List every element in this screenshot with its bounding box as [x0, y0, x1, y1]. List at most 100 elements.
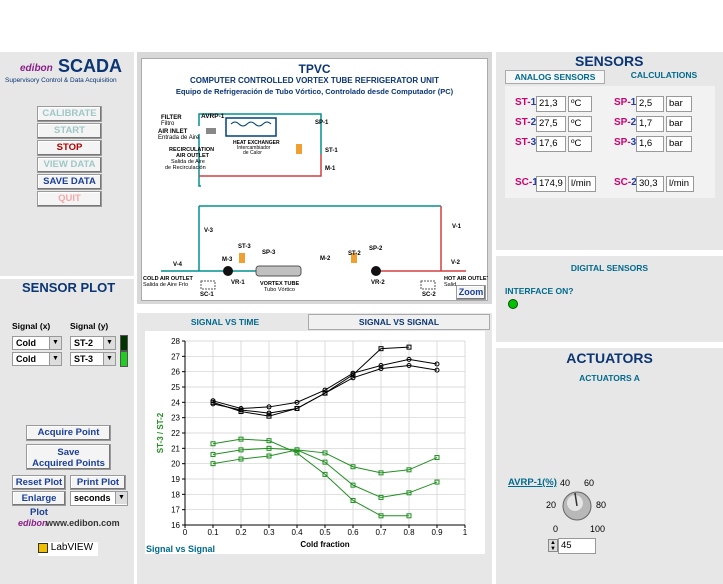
y-tick-label: 24 [171, 398, 180, 407]
data-point [238, 436, 244, 442]
y-tick-label: 21 [171, 444, 180, 453]
recirculation-es-label-2: de Recirculación [165, 165, 206, 171]
avrp1-label: AVRP-1 [201, 113, 225, 120]
vortex-label: VORTEX TUBE [260, 281, 299, 287]
avrp1-value[interactable]: 45 [558, 538, 596, 554]
quit-button[interactable]: QUIT [37, 191, 102, 207]
zoom-button[interactable]: Zoom [456, 285, 486, 300]
data-point [406, 490, 412, 496]
series-line-5 [212, 449, 438, 474]
m1-label: M-1 [325, 166, 336, 172]
sc2-unit: l/min [666, 176, 694, 192]
print-plot-button[interactable]: Print Plot [70, 475, 126, 490]
st1-unit: ºC [568, 96, 592, 112]
x-tick-label: 0.4 [291, 528, 303, 537]
save-acquired-points-button[interactable]: Save Acquired Points [26, 444, 111, 470]
x-tick-label: 0.3 [263, 528, 275, 537]
tab-signal-vs-time[interactable]: SIGNAL VS TIME [190, 317, 260, 327]
signal-x-select-1[interactable]: Cold ▼ [12, 336, 62, 350]
x-tick-label: 0.8 [403, 528, 415, 537]
dial-pointer [574, 492, 578, 507]
tab-analog-sensors[interactable]: ANALOG SENSORS [505, 70, 605, 84]
avrp1-dial[interactable] [545, 472, 615, 542]
signal-y-select-2[interactable]: ST-3 ▼ [70, 352, 116, 366]
y-tick-label: 20 [171, 460, 180, 469]
vr1-label: VR-1 [231, 280, 245, 286]
reset-plot-button[interactable]: Reset Plot [12, 475, 66, 490]
sp1-label: SP-1 [315, 120, 329, 126]
chevron-down-icon: ▼ [103, 353, 115, 365]
data-point [210, 401, 216, 407]
app-subtitle: Supervisory Control & Data Acquisition [5, 77, 117, 84]
st2-unit: ºC [568, 116, 592, 132]
tab-calculations[interactable]: CALCULATIONS [630, 70, 698, 80]
stop-button[interactable]: STOP [37, 140, 102, 156]
data-point [294, 447, 300, 453]
sp1-tag: SP-1 [614, 97, 637, 108]
save-data-button[interactable]: SAVE DATA [37, 174, 102, 190]
signal-x-select-2[interactable]: Cold ▼ [12, 352, 62, 366]
process-diagram: AVRP-1 FILTER Filtro AIR INLET Entrada d… [143, 113, 488, 298]
x-tick-label: 0 [183, 528, 188, 537]
sp1-unit: bar [666, 96, 692, 112]
dial-tick-80: 80 [596, 500, 607, 510]
enlarge-plot-button[interactable]: Enlarge Plot [12, 491, 66, 518]
sp3-label: SP-3 [262, 250, 276, 256]
v1-label: V-1 [452, 224, 462, 230]
tab-signal-vs-signal[interactable]: SIGNAL VS SIGNAL [308, 314, 490, 330]
data-point [266, 413, 272, 419]
diagram-subtitle-en: COMPUTER CONTROLLED VORTEX TUBE REFRIGER… [189, 76, 440, 85]
data-point [210, 441, 216, 447]
x-tick-label: 0.1 [207, 528, 219, 537]
save-points-line-2: Acquired Points [32, 458, 105, 469]
m3-label: M-3 [222, 257, 233, 263]
cold-outlet-label: COLD AIR OUTLET [143, 276, 194, 282]
time-unit-select[interactable]: seconds ▼ [70, 491, 128, 506]
signal-y-select-1[interactable]: ST-2 ▼ [70, 336, 116, 350]
st3-unit: ºC [568, 136, 592, 152]
data-point [322, 459, 328, 465]
cold-outlet-es-label: Salida de Aire Frío [143, 282, 188, 288]
dial-tick-100: 100 [590, 524, 606, 534]
view-data-button[interactable]: VIEW DATA [37, 157, 102, 173]
app-name: SCADA [58, 56, 123, 76]
calibrate-button[interactable]: CALIBRATE [37, 106, 102, 122]
data-point [210, 398, 216, 404]
data-point [266, 410, 272, 416]
diagram-title: TPVC [298, 62, 331, 76]
data-point [350, 464, 356, 470]
series-line-3 [212, 438, 409, 517]
sc1-tag: SC-1 [515, 177, 538, 188]
m2-label: M-2 [320, 256, 331, 262]
sc2-tag: SC-2 [614, 177, 637, 188]
sp3-unit: bar [666, 136, 692, 152]
data-point [406, 513, 412, 519]
sp1-value: 2,5 [636, 96, 664, 112]
avrp1-spinner[interactable]: ▲ ▼ [548, 539, 558, 552]
data-point [238, 407, 244, 413]
st1-label: ST-1 [325, 148, 338, 154]
air-inlet-es-label: Entrada de Aire [158, 135, 200, 141]
heat-exchanger-es1-label: Intercambiador [237, 145, 271, 151]
diagram-subtitle-es: Equipo de Refrigeración de Tubo Vórtico,… [175, 87, 454, 96]
series-line-4 [212, 447, 438, 498]
data-point [434, 367, 440, 373]
labview-icon [38, 542, 48, 553]
data-point [378, 494, 384, 500]
y-tick-label: 23 [171, 414, 180, 423]
data-point [434, 479, 440, 485]
st2-label: ST-2 [348, 251, 361, 257]
start-button[interactable]: START [37, 123, 102, 139]
recirculation-es-label-1: Salida de Aire [171, 159, 205, 165]
x-tick-label: 0.5 [319, 528, 331, 537]
y-tick-label: 27 [171, 352, 180, 361]
signal-indicator-off [120, 335, 128, 351]
y-tick-label: 17 [171, 506, 180, 515]
filter-label: FILTER [161, 115, 182, 121]
y-axis-label: ST-3 / ST-2 [156, 412, 165, 453]
sp3-tag: SP-3 [614, 137, 637, 148]
data-point [378, 363, 384, 369]
website-text: www.edibon.com [46, 518, 120, 528]
acquire-point-button[interactable]: Acquire Point [26, 425, 111, 441]
series-line-2 [212, 365, 438, 414]
